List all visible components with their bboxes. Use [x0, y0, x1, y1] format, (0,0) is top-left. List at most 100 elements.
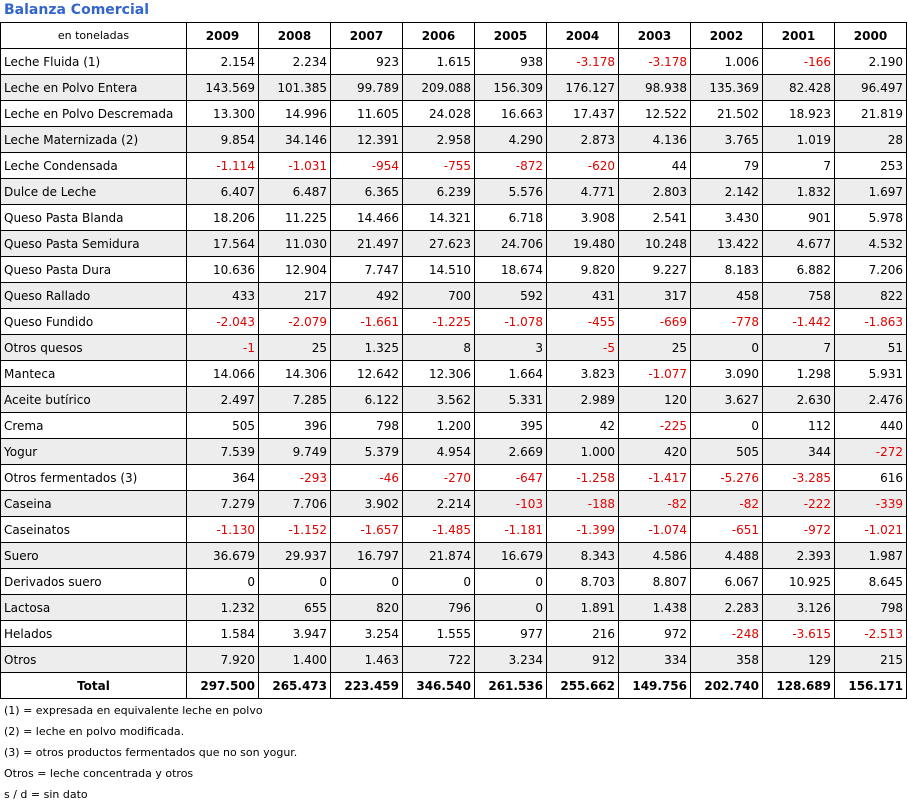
table-cell: 42 — [546, 412, 619, 439]
total-label: Total — [0, 672, 187, 699]
row-label: Otros quesos — [0, 334, 187, 361]
table-cell: -1.863 — [834, 308, 907, 335]
table-cell: 1.987 — [834, 542, 907, 569]
table-cell: 25 — [618, 334, 691, 361]
table-row: Queso Rallado 433 217 492 700 592 431 317 458 758… — [0, 282, 907, 309]
table-cell: -225 — [618, 412, 691, 439]
table-cell: 12.522 — [618, 100, 691, 127]
table-cell: 79 — [690, 152, 763, 179]
table-cell: 11.225 — [258, 204, 331, 231]
table-cell: 2.476 — [834, 386, 907, 413]
table-cell: 1.891 — [546, 594, 619, 621]
table-cell: 616 — [834, 464, 907, 491]
table-row: Leche en Polvo Descremada 13.300 14.996 11.… — [0, 100, 907, 127]
table-cell: 2.154 — [186, 48, 259, 75]
row-label: Leche Fluida (1) — [0, 48, 187, 75]
row-label: Otros fermentados (3) — [0, 464, 187, 491]
row-label: Otros — [0, 646, 187, 673]
table-row: Suero 36.679 29.937 16.797 21.874 16.679 8.343… — [0, 542, 907, 569]
table-cell: 8.183 — [690, 256, 763, 283]
table-cell: 19.480 — [546, 230, 619, 257]
table-cell: 358 — [690, 646, 763, 673]
table-cell: 6.882 — [762, 256, 835, 283]
table-cell: -1.661 — [330, 308, 403, 335]
table-cell: 253 — [834, 152, 907, 179]
table-cell: 492 — [330, 282, 403, 309]
table-cell: 14.321 — [402, 204, 475, 231]
table-row: Manteca 14.066 14.306 12.642 12.306 1.664 3.82… — [0, 360, 907, 387]
table-cell: -972 — [762, 516, 835, 543]
table-cell: 796 — [402, 594, 475, 621]
table-cell: 3.126 — [762, 594, 835, 621]
row-label: Queso Pasta Dura — [0, 256, 187, 283]
table-cell: -455 — [546, 308, 619, 335]
row-label: Leche en Polvo Descremada — [0, 100, 187, 127]
table-cell: 1.555 — [402, 620, 475, 647]
table-cell: 3.430 — [690, 204, 763, 231]
table-cell: 7 — [762, 152, 835, 179]
row-label: Helados — [0, 620, 187, 647]
table-cell: -188 — [546, 490, 619, 517]
table-row: Otros 7.920 1.400 1.463 722 3.234 912 334 358 129… — [0, 646, 907, 673]
table-cell: -1.152 — [258, 516, 331, 543]
table-cell: -1.021 — [834, 516, 907, 543]
table-cell: 2.190 — [834, 48, 907, 75]
table-cell: 901 — [762, 204, 835, 231]
table-row: Queso Fundido -2.043 -2.079 -1.661 -1.225 -1.… — [0, 308, 907, 335]
table-cell: 8.645 — [834, 568, 907, 595]
total-cell: 128.689 — [762, 672, 835, 699]
table-cell: 1.832 — [762, 178, 835, 205]
table-cell: -5.276 — [690, 464, 763, 491]
table-cell: 4.677 — [762, 230, 835, 257]
table-row: Leche Fluida (1) 2.154 2.234 923 1.615 938 -3.… — [0, 48, 907, 75]
table-cell: 14.510 — [402, 256, 475, 283]
table-cell: -1.078 — [474, 308, 547, 335]
table-cell: 822 — [834, 282, 907, 309]
table-cell: 2.393 — [762, 542, 835, 569]
table-cell: 209.088 — [402, 74, 475, 101]
table-cell: 1.438 — [618, 594, 691, 621]
table-cell: 16.663 — [474, 100, 547, 127]
table-cell: 0 — [258, 568, 331, 595]
table-cell: -222 — [762, 490, 835, 517]
header-row: en toneladas 2009 2008 2007 2006 2005 20… — [0, 22, 907, 49]
table-cell: -103 — [474, 490, 547, 517]
table-cell: 344 — [762, 438, 835, 465]
table-cell: -1.077 — [618, 360, 691, 387]
table-cell: -651 — [690, 516, 763, 543]
table-cell: 1.664 — [474, 360, 547, 387]
table-cell: 18.923 — [762, 100, 835, 127]
table-cell: 2.989 — [546, 386, 619, 413]
table-cell: 24.028 — [402, 100, 475, 127]
table-cell: 0 — [690, 412, 763, 439]
table-cell: -2.079 — [258, 308, 331, 335]
table-cell: 655 — [258, 594, 331, 621]
table-cell: 8 — [402, 334, 475, 361]
table-cell: 433 — [186, 282, 259, 309]
table-cell: 7.920 — [186, 646, 259, 673]
year-header: 2006 — [402, 22, 475, 49]
table-row: Caseinatos -1.130 -1.152 -1.657 -1.485 -1.181… — [0, 516, 907, 543]
table-cell: 215 — [834, 646, 907, 673]
table-cell: 3.908 — [546, 204, 619, 231]
table-cell: 11.030 — [258, 230, 331, 257]
table-row: Leche Condensada -1.114 -1.031 -954 -755 -872… — [0, 152, 907, 179]
table-cell: 5.379 — [330, 438, 403, 465]
table-cell: 217 — [258, 282, 331, 309]
table-cell: 28 — [834, 126, 907, 153]
table-cell: 3 — [474, 334, 547, 361]
table-cell: 364 — [186, 464, 259, 491]
table-cell: -3.178 — [546, 48, 619, 75]
table-cell: 1.019 — [762, 126, 835, 153]
table-cell: 36.679 — [186, 542, 259, 569]
table-cell: 44 — [618, 152, 691, 179]
table-cell: 0 — [186, 568, 259, 595]
table-cell: -1.417 — [618, 464, 691, 491]
table-cell: 798 — [330, 412, 403, 439]
table-cell: 5.931 — [834, 360, 907, 387]
table-cell: 3.627 — [690, 386, 763, 413]
row-label: Lactosa — [0, 594, 187, 621]
table-cell: 10.925 — [762, 568, 835, 595]
table-cell: 14.466 — [330, 204, 403, 231]
table-row: Dulce de Leche 6.407 6.487 6.365 6.239 5.576 4… — [0, 178, 907, 205]
